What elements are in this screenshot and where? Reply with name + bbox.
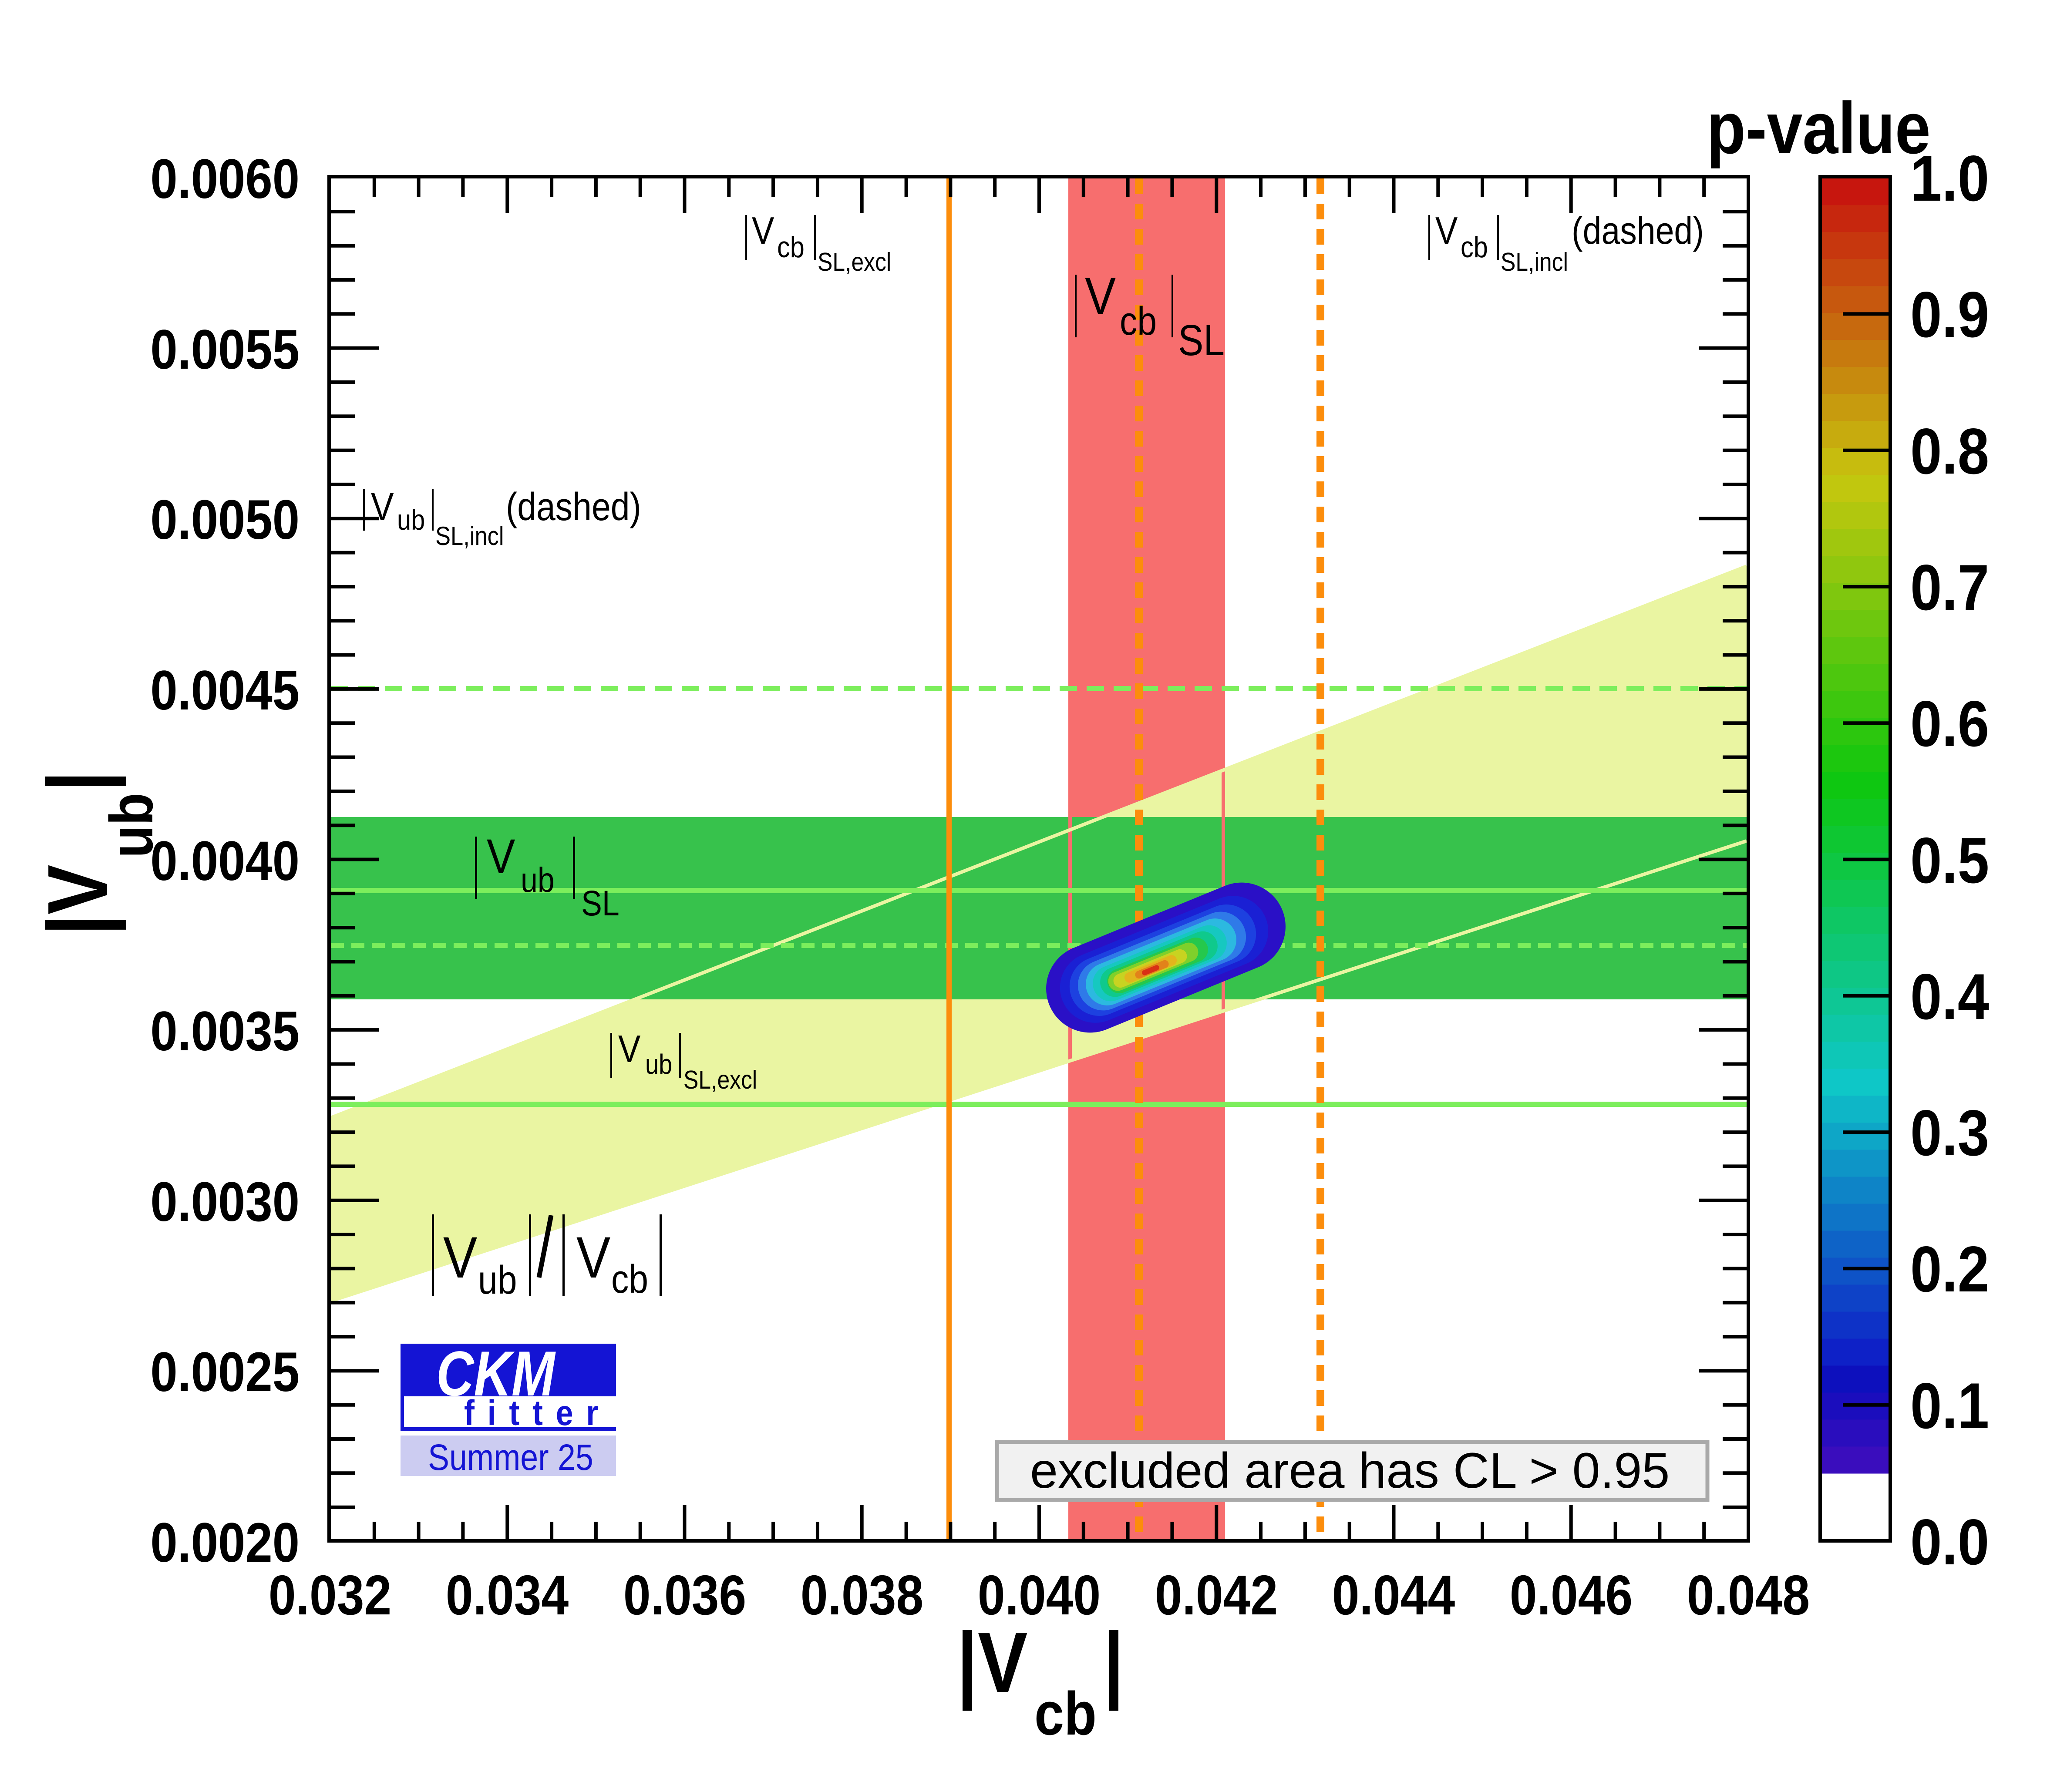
svg-text:V: V [1435, 209, 1458, 252]
svg-text:cb: cb [777, 230, 805, 264]
svg-text:0.3: 0.3 [1910, 1096, 1989, 1169]
svg-text:0.0025: 0.0025 [150, 1341, 300, 1403]
svg-text:V: V [752, 209, 774, 252]
svg-text:0.0055: 0.0055 [150, 319, 300, 381]
svg-text:0.046: 0.046 [1510, 1563, 1633, 1627]
svg-text:SL: SL [1178, 316, 1225, 365]
svg-text:|: | [30, 771, 126, 792]
svg-text:|V: |V [957, 1615, 1027, 1711]
svg-text:0.0: 0.0 [1910, 1506, 1989, 1578]
svg-text:V: V [1085, 266, 1116, 326]
svg-text:V: V [487, 830, 515, 884]
svg-text:0.2: 0.2 [1910, 1233, 1989, 1305]
svg-text:SL: SL [581, 884, 619, 924]
svg-text:0.0050: 0.0050 [150, 489, 300, 551]
svg-text:V: V [576, 1225, 610, 1290]
svg-text:0.042: 0.042 [1155, 1563, 1278, 1627]
svg-text:excluded area has CL > 0.95: excluded area has CL > 0.95 [1030, 1443, 1670, 1499]
svg-text:cb: cb [1120, 299, 1157, 343]
svg-text:(dashed): (dashed) [506, 484, 641, 528]
svg-text:0.044: 0.044 [1332, 1563, 1455, 1627]
svg-text:0.6: 0.6 [1910, 687, 1989, 760]
svg-text:Summer 25: Summer 25 [428, 1437, 593, 1478]
svg-text:0.9: 0.9 [1910, 278, 1989, 351]
svg-text:ub: ub [397, 504, 425, 536]
svg-text:0.038: 0.038 [801, 1563, 923, 1627]
svg-text:0.0045: 0.0045 [150, 659, 300, 722]
svg-text:V: V [443, 1225, 477, 1290]
svg-text:0.048: 0.048 [1687, 1563, 1810, 1627]
svg-text:fitter: fitter [464, 1393, 611, 1433]
svg-text:1.0: 1.0 [1910, 142, 1989, 215]
svg-text:SL,excl: SL,excl [818, 248, 891, 276]
svg-text:V: V [618, 1027, 640, 1070]
svg-text:0.4: 0.4 [1910, 960, 1989, 1033]
svg-text:0.032: 0.032 [269, 1563, 391, 1627]
svg-text:|V: |V [30, 865, 126, 935]
svg-text:(dashed): (dashed) [1572, 209, 1704, 252]
svg-text:0.0060: 0.0060 [150, 148, 300, 210]
svg-text:cb: cb [1461, 230, 1488, 264]
svg-text:0.0040: 0.0040 [150, 830, 300, 892]
svg-text:0.040: 0.040 [978, 1563, 1101, 1627]
svg-text:p-value: p-value [1707, 87, 1931, 169]
svg-text:|: | [1103, 1615, 1124, 1711]
svg-text:ub: ub [521, 861, 555, 899]
svg-text:0.0030: 0.0030 [150, 1171, 300, 1233]
svg-text:SL,excl: SL,excl [683, 1066, 757, 1094]
svg-text:0.0020: 0.0020 [150, 1512, 300, 1574]
svg-text:0.5: 0.5 [1910, 824, 1989, 897]
svg-text:ub: ub [645, 1049, 672, 1080]
svg-text:CKM: CKM [436, 1338, 556, 1409]
svg-text:0.034: 0.034 [446, 1563, 569, 1627]
svg-text:0.036: 0.036 [623, 1563, 746, 1627]
svg-text:ub: ub [478, 1258, 517, 1302]
svg-text:0.8: 0.8 [1910, 415, 1989, 488]
svg-text:V: V [371, 484, 394, 528]
svg-text:cb: cb [611, 1257, 648, 1301]
svg-text:0.0035: 0.0035 [150, 1000, 300, 1062]
svg-text:SL,incl: SL,incl [1501, 248, 1568, 276]
svg-text:0.7: 0.7 [1910, 551, 1989, 624]
svg-text:SL,incl: SL,incl [435, 521, 504, 551]
svg-text:cb: cb [1034, 1679, 1097, 1747]
svg-text:ub: ub [97, 793, 165, 858]
svg-text:0.1: 0.1 [1910, 1369, 1989, 1442]
